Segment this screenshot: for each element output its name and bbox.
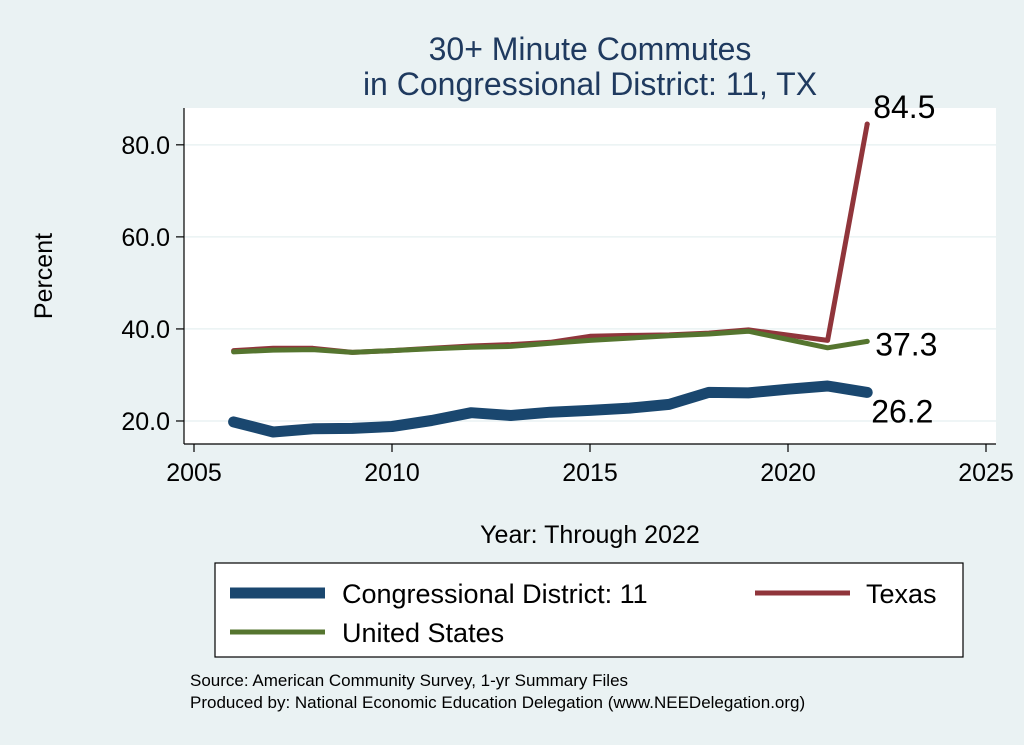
x-tick-label: 2005 [166, 459, 222, 487]
y-tick-label: 20.0 [121, 408, 170, 436]
y-tick-label: 60.0 [121, 224, 170, 252]
end-label-us: 37.3 [875, 326, 937, 362]
series-line-us [231, 328, 870, 355]
legend-label-us: United States [342, 618, 504, 648]
x-tick-label: 2020 [760, 459, 816, 487]
x-tick-label: 2015 [562, 459, 618, 487]
source-line: Source: American Community Survey, 1-yr … [190, 671, 628, 690]
end-label-district: 26.2 [871, 393, 933, 429]
legend-box [214, 562, 964, 658]
series-line-district [228, 380, 873, 438]
end-point-us [864, 338, 870, 344]
y-axis-title: Percent [30, 233, 58, 319]
chart-title: 30+ Minute Commutes [429, 31, 752, 67]
grid [184, 144, 996, 422]
x-axis-title: Year: Through 2022 [480, 521, 700, 549]
producer-line: Produced by: National Economic Education… [190, 693, 805, 712]
x-tick-label: 2025 [958, 459, 1014, 487]
legend-label-district: Congressional District: 11 [342, 579, 648, 609]
end-point-texas [864, 121, 870, 127]
axes: 20.0 40.0 60.0 80.0 2005 2010 2015 2020 2025 [121, 108, 1014, 487]
series [228, 121, 873, 438]
x-tick-label: 2010 [364, 459, 420, 487]
legend: Congressional District: 11 Texas United … [214, 562, 964, 658]
end-point-district [864, 389, 870, 395]
legend-label-texas: Texas [866, 579, 937, 609]
chart-subtitle: in Congressional District: 11, TX [363, 66, 817, 102]
end-labels: 26.2 84.5 37.3 [871, 89, 937, 429]
y-tick-label: 40.0 [121, 316, 170, 344]
y-tick-label: 80.0 [121, 132, 170, 160]
end-label-texas: 84.5 [873, 89, 935, 125]
